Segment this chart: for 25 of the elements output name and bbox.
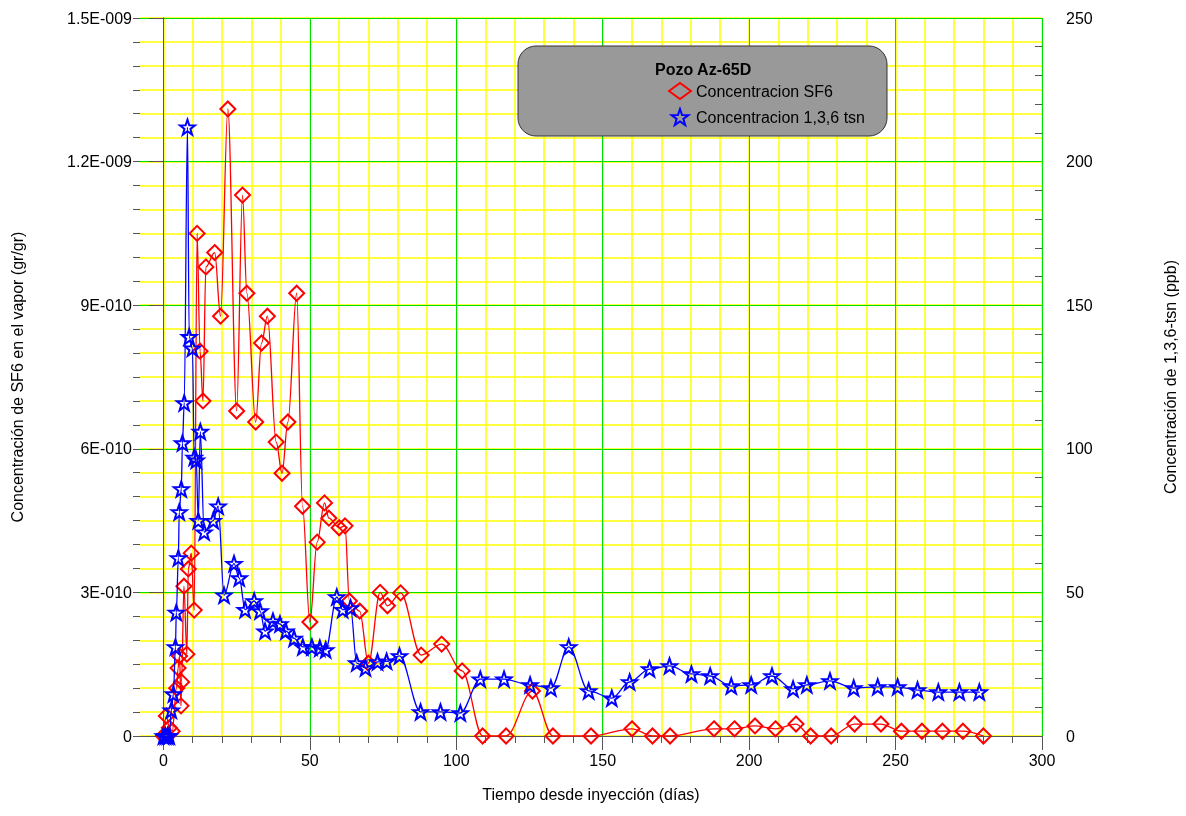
x-tick-label: 300 (1028, 751, 1056, 769)
x-axis-title: Tiempo desde inyección (días) (482, 785, 700, 803)
y2-tick-label: 100 (1066, 440, 1093, 458)
y-tick-label: 3E-010 (80, 583, 133, 601)
x-tick-label: 100 (442, 751, 470, 769)
y2-tick-label: 200 (1066, 153, 1093, 171)
y-tick-label: 9E-010 (80, 296, 133, 314)
x-tick-label: 50 (300, 751, 319, 769)
x-tick-label: 200 (735, 751, 763, 769)
x-tick-label: 250 (882, 751, 910, 769)
y-tick-label: 1.2E-009 (67, 153, 133, 171)
legend-label: Concentracion SF6 (696, 82, 834, 100)
x-tick-label: 0 (158, 751, 168, 769)
legend-label: Concentracion 1,3,6 tsn (696, 108, 865, 126)
y2-axis-title: Concentración de 1,3,6-tsn (ppb) (1161, 260, 1179, 494)
y2-tick-label: 150 (1066, 296, 1093, 314)
legend-title: Pozo Az-65D (655, 60, 752, 78)
y-tick-label: 1.5E-009 (67, 9, 133, 27)
x-tick-label: 150 (589, 751, 617, 769)
y-tick-label: 0 (123, 727, 133, 745)
y-tick-label: 6E-010 (80, 440, 133, 458)
y-axis-title: Concentración de SF6 en el vapor (gr/gr) (8, 231, 26, 523)
y2-tick-label: 50 (1066, 583, 1084, 601)
y2-tick-label: 250 (1066, 9, 1093, 27)
y2-tick-label: 0 (1066, 727, 1075, 745)
